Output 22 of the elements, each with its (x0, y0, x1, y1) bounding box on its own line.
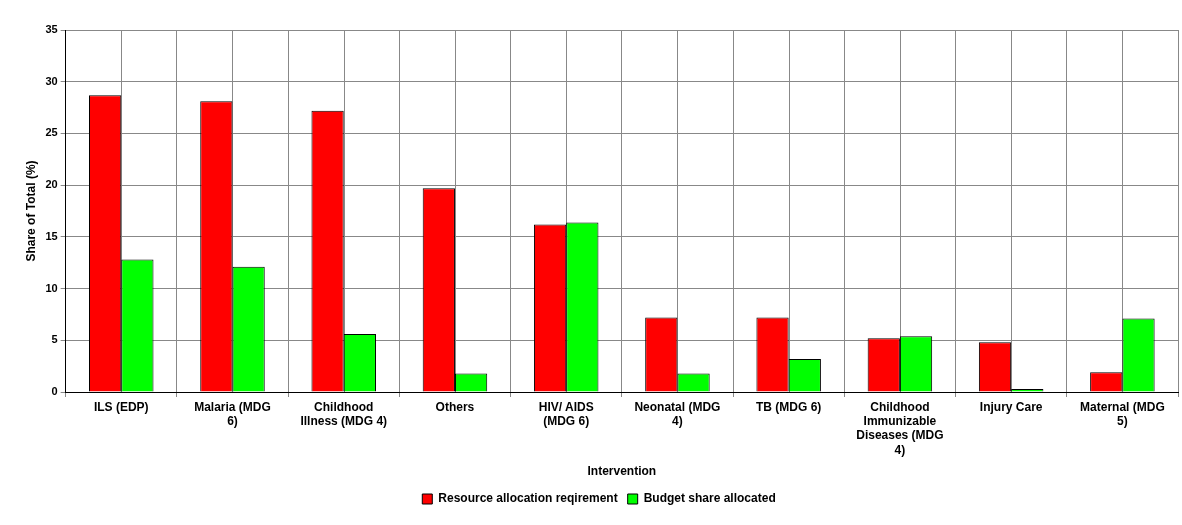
y-tick-label: 25 (45, 126, 58, 139)
x-tick-label: HIV/ AIDS (MDG 6) (538, 399, 594, 428)
x-tick-label: Maternal (MDG 5) (1080, 399, 1165, 428)
x-tick-label: TB (MDG 6) (756, 399, 822, 414)
x-tick-label: Childhood Illness (MDG 4) (300, 399, 388, 428)
y-tick-label: 0 (51, 385, 58, 398)
y-tick-label: 10 (45, 281, 58, 294)
x-tick-label: Others (435, 399, 475, 414)
y-tick-label: 30 (45, 74, 58, 87)
y-axis-title: Share of Total (%) (23, 160, 38, 262)
x-tick-label: Neonatal (MDG 4) (634, 399, 721, 428)
legend-label: Resource allocation reqirement (438, 491, 618, 506)
x-tick-label: ILS (EDP) (93, 399, 149, 414)
legend-label: Budget share allocated (643, 491, 776, 506)
y-tick-label: 15 (45, 229, 58, 242)
x-tick-label: Childhood Immunizable Diseases (MDG 4) (856, 399, 944, 457)
x-axis-title: Intervention (587, 464, 657, 479)
x-tick-label: Injury Care (979, 399, 1043, 414)
y-tick-label: 20 (45, 178, 58, 191)
y-tick-label: 35 (45, 23, 58, 36)
x-tick-label: Malaria (MDG 6) (194, 399, 271, 428)
y-tick-label: 5 (51, 333, 58, 346)
